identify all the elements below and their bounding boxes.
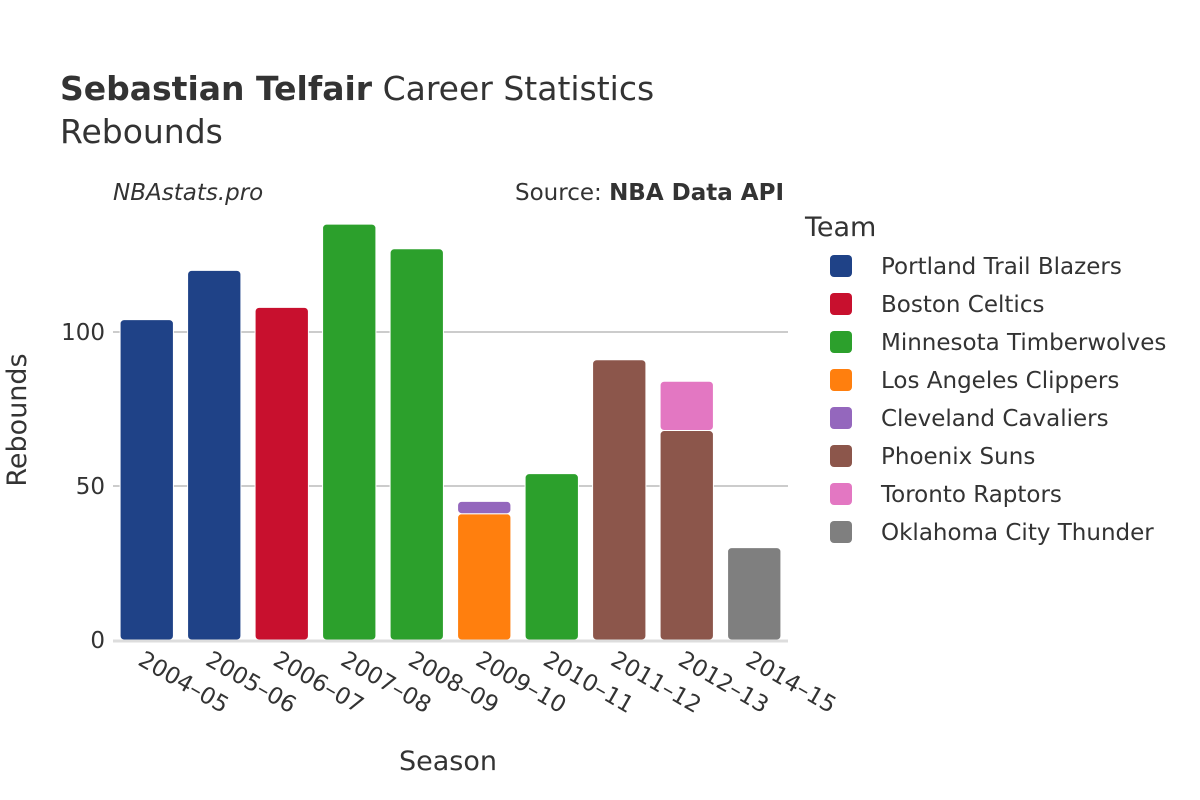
legend: Portland Trail Blazers Boston Celtics Minn… xyxy=(830,254,1166,546)
legend-swatch xyxy=(830,483,852,505)
chart-subtitle: Rebounds xyxy=(60,112,223,151)
x-axis-title: Season xyxy=(399,746,497,777)
legend-swatch xyxy=(830,521,852,543)
bar-segment xyxy=(727,547,782,641)
source-label: Source: NBA Data API xyxy=(515,180,784,206)
watermark: NBAstats.pro xyxy=(113,180,263,206)
legend-title: Team xyxy=(804,212,876,243)
bar-segment xyxy=(659,380,714,432)
y-tick-label: 50 xyxy=(76,474,105,500)
legend-label: Cleveland Cavaliers xyxy=(881,406,1109,432)
player-name: Sebastian Telfair xyxy=(60,69,373,108)
bar-segment xyxy=(254,306,309,641)
legend-swatch xyxy=(830,293,852,315)
title-rest: Career Statistics xyxy=(383,69,655,108)
legend-swatch xyxy=(830,407,852,429)
bar-segment xyxy=(119,319,174,641)
legend-swatch xyxy=(830,445,852,467)
x-tick-labels: 2004–052005–062006–072007–082008–092009–… xyxy=(134,647,841,719)
bar-segment xyxy=(389,248,444,641)
legend-label: Boston Celtics xyxy=(881,292,1044,318)
y-tick-label: 0 xyxy=(90,628,105,654)
bar-segment xyxy=(322,223,377,641)
y-tick-labels: 0 50 100 xyxy=(61,320,105,654)
bar-segment xyxy=(187,269,242,641)
legend-label: Minnesota Timberwolves xyxy=(881,330,1166,356)
source-name: NBA Data API xyxy=(609,180,784,206)
legend-label: Los Angeles Clippers xyxy=(881,368,1119,394)
bars xyxy=(119,223,782,641)
bar-segment xyxy=(659,430,714,641)
bar-segment xyxy=(524,473,579,641)
chart-title: Sebastian Telfair Career Statistics xyxy=(60,69,654,108)
y-tick-label: 100 xyxy=(61,320,105,346)
legend-label: Toronto Raptors xyxy=(880,482,1062,508)
legend-label: Phoenix Suns xyxy=(881,444,1035,470)
legend-label: Portland Trail Blazers xyxy=(881,254,1122,280)
legend-label: Oklahoma City Thunder xyxy=(881,520,1154,546)
legend-swatch xyxy=(830,369,852,391)
title-rest-spacer xyxy=(372,69,383,108)
bar-segment xyxy=(457,513,512,641)
bar-segment xyxy=(592,359,647,641)
legend-swatch xyxy=(830,331,852,353)
bar-segment xyxy=(457,500,512,515)
legend-swatch xyxy=(830,255,852,277)
y-axis-title: Rebounds xyxy=(2,353,33,486)
source-prefix: Source: xyxy=(515,180,609,206)
